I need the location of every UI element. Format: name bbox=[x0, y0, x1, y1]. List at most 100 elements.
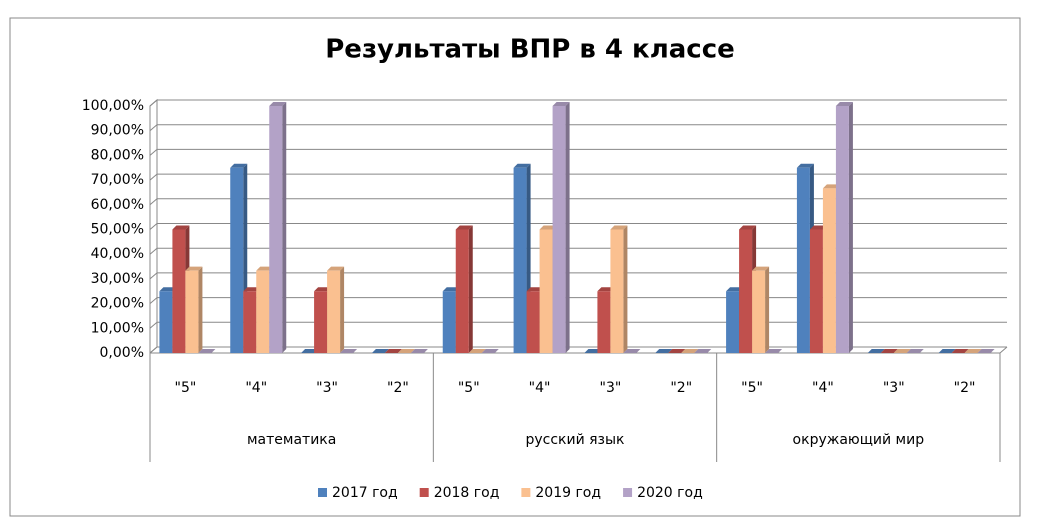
bar-top bbox=[597, 287, 615, 292]
bar-top bbox=[655, 349, 673, 353]
bar-top bbox=[765, 349, 783, 353]
x-tick-label: "5" bbox=[458, 380, 480, 396]
bar bbox=[809, 229, 823, 353]
bar bbox=[185, 270, 199, 353]
legend-label: 2017 год bbox=[332, 485, 398, 501]
bar bbox=[822, 188, 836, 353]
bar-top bbox=[822, 184, 840, 189]
y-tick-label: 20,00% bbox=[91, 296, 144, 312]
bar-top bbox=[468, 349, 486, 353]
bar-top bbox=[256, 266, 274, 271]
bar bbox=[314, 291, 328, 353]
bar-top bbox=[809, 225, 827, 230]
grid-line bbox=[149, 247, 1007, 255]
bar-top bbox=[668, 349, 686, 353]
x-tick-label: "5" bbox=[741, 380, 763, 396]
bar-side bbox=[623, 225, 628, 353]
bar-top bbox=[552, 102, 570, 106]
bar-top bbox=[623, 349, 641, 353]
bar-top bbox=[938, 349, 956, 353]
bar-side bbox=[848, 102, 853, 353]
y-tick-label: 40,00% bbox=[91, 246, 144, 262]
y-tick-label: 50,00% bbox=[91, 222, 144, 238]
x-tick-label: "2" bbox=[954, 380, 976, 396]
bar-top bbox=[906, 349, 924, 353]
bar bbox=[526, 291, 540, 353]
grid-line bbox=[149, 198, 1007, 206]
group-label: окружающий мир bbox=[793, 432, 925, 448]
bar bbox=[243, 291, 257, 353]
bar-top bbox=[340, 349, 358, 353]
x-tick-label: "4" bbox=[245, 380, 267, 396]
bar-top bbox=[951, 349, 969, 353]
bar-top bbox=[384, 349, 402, 353]
bar bbox=[752, 270, 766, 353]
x-tick-label: "3" bbox=[883, 380, 905, 396]
bar bbox=[172, 229, 186, 353]
bar bbox=[159, 291, 173, 353]
legend-swatch bbox=[419, 488, 429, 497]
bar-side bbox=[565, 102, 570, 353]
grid-line bbox=[149, 99, 1007, 107]
bar bbox=[513, 167, 527, 353]
grid-line bbox=[149, 173, 1007, 181]
y-tick-label: 10,00% bbox=[91, 320, 144, 336]
y-tick-label: 60,00% bbox=[91, 197, 144, 213]
legend-label: 2019 год bbox=[535, 485, 601, 501]
x-tick-label: "2" bbox=[670, 380, 692, 396]
bar bbox=[796, 167, 810, 353]
bar-top bbox=[610, 225, 628, 230]
grid-line bbox=[149, 223, 1007, 230]
bar-top bbox=[442, 287, 460, 292]
y-tick-label: 0,00% bbox=[100, 345, 144, 361]
group-label: математика bbox=[247, 432, 336, 448]
bar bbox=[455, 229, 469, 353]
bar-side bbox=[468, 225, 473, 353]
bar-top bbox=[513, 163, 531, 168]
bar-top bbox=[835, 102, 853, 106]
x-tick-label: "4" bbox=[812, 380, 834, 396]
bar-top bbox=[739, 225, 757, 230]
bar-side bbox=[282, 102, 287, 353]
bar bbox=[610, 229, 624, 353]
x-tick-label: "3" bbox=[600, 380, 622, 396]
y-tick-label: 70,00% bbox=[91, 172, 144, 188]
bar bbox=[442, 291, 456, 353]
y-tick-label: 100,00% bbox=[82, 98, 144, 114]
bar-top bbox=[726, 287, 744, 292]
x-tick-label: "3" bbox=[316, 380, 338, 396]
legend-swatch bbox=[318, 488, 327, 497]
bar-side bbox=[765, 266, 770, 353]
bar-top bbox=[327, 266, 345, 271]
grid-line bbox=[149, 124, 1007, 132]
legend-label: 2020 год bbox=[637, 485, 703, 501]
y-tick-label: 90,00% bbox=[91, 123, 144, 139]
bar-side bbox=[340, 266, 345, 353]
bar bbox=[327, 270, 341, 353]
bar-top bbox=[269, 102, 287, 106]
bar-top bbox=[243, 287, 261, 292]
group-label: русский язык bbox=[525, 432, 624, 448]
bar-top bbox=[584, 349, 602, 353]
bar-top bbox=[314, 287, 332, 292]
bar-top bbox=[230, 163, 248, 168]
grid-line bbox=[149, 346, 1007, 354]
bar-top bbox=[481, 349, 499, 353]
grid-line bbox=[149, 272, 1007, 280]
bar-top bbox=[159, 287, 177, 292]
bar-top bbox=[880, 349, 898, 353]
bar-top bbox=[977, 349, 995, 353]
bar-top bbox=[964, 349, 982, 353]
bar-top bbox=[867, 349, 885, 353]
bar-top bbox=[185, 266, 203, 271]
x-tick-label: "2" bbox=[387, 380, 409, 396]
bar-top bbox=[301, 349, 319, 353]
bar bbox=[230, 167, 244, 353]
bar-top bbox=[397, 349, 415, 353]
bar-top bbox=[172, 225, 190, 230]
grid-line bbox=[149, 321, 1007, 329]
bar-top bbox=[752, 266, 770, 271]
y-tick-label: 30,00% bbox=[91, 271, 144, 287]
chart-title: Результаты ВПР в 4 классе bbox=[325, 35, 735, 65]
